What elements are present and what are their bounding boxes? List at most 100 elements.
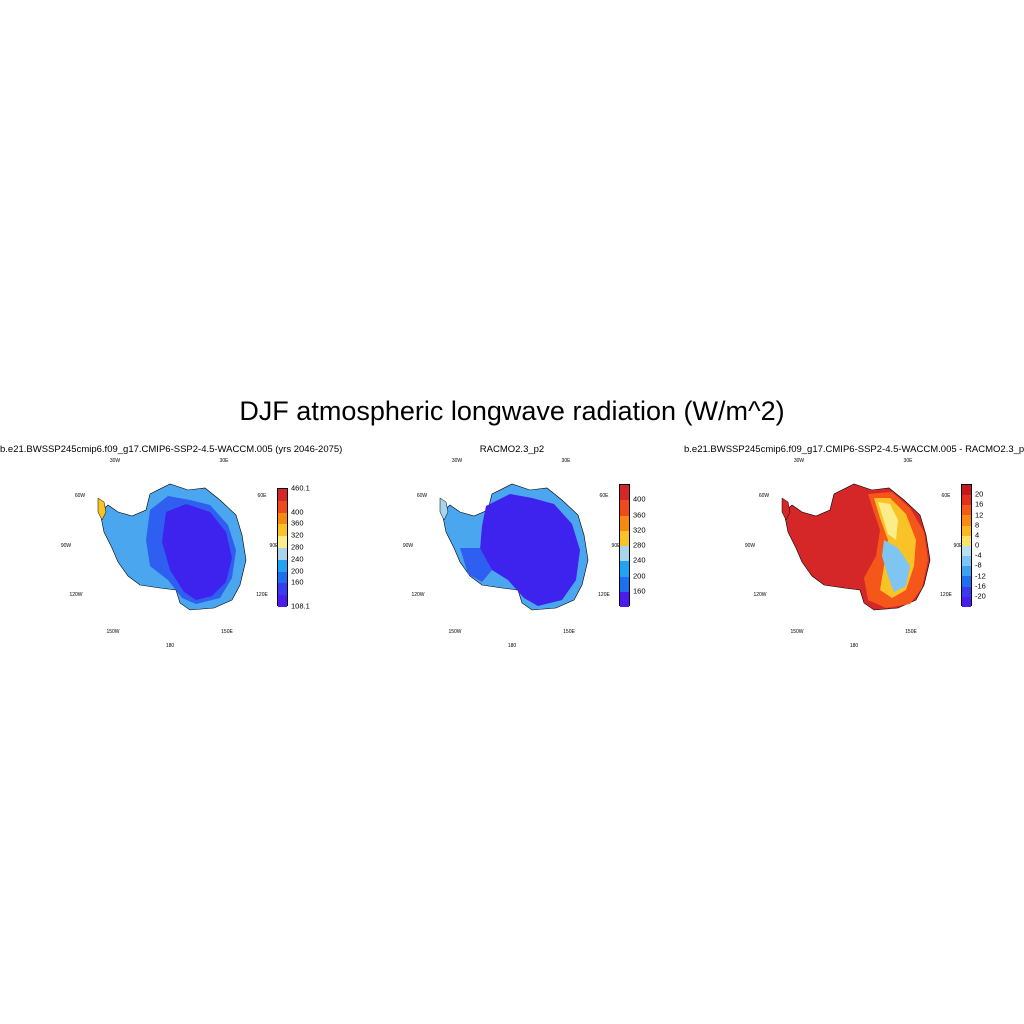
colorbar-swatch [962, 485, 971, 496]
lon-label: 120E [940, 592, 952, 598]
colorbar-swatch [962, 515, 971, 526]
colorbar-label: 400 [633, 494, 646, 504]
colorbar-swatch [278, 571, 287, 584]
lon-label: 60W [758, 493, 770, 499]
panel-difference: b.e21.BWSSP245cmip6.f09_g17.CMIP6-SSP2-4… [684, 440, 1024, 660]
colorbar-swatch [278, 595, 287, 607]
colorbar-label: 320 [291, 530, 304, 540]
colorbar-label: -4 [975, 550, 982, 560]
peninsula [781, 497, 791, 521]
colorbar-swatch [620, 576, 629, 592]
lon-label: 30E [561, 458, 571, 464]
colorbar-swatch [620, 485, 629, 501]
lon-label: 30W [109, 458, 121, 464]
colorbar [961, 484, 972, 607]
colorbar-swatch [962, 545, 971, 557]
colorbar-label: -20 [975, 591, 986, 601]
panel-racmo: RACMO2.3_p2 30W 30E 60W 60E 90W 90E 120W… [342, 440, 682, 660]
lon-label: 60E [599, 493, 609, 499]
antarctica-map [97, 483, 247, 611]
colorbar-label: 108.1 [291, 601, 310, 611]
lon-label: 60W [74, 493, 86, 499]
colorbar-label: 280 [633, 540, 646, 550]
colorbar-swatch [278, 583, 287, 596]
panel-model: b.e21.BWSSP245cmip6.f09_g17.CMIP6-SSP2-4… [0, 440, 343, 660]
colorbar-swatch [962, 535, 971, 546]
colorbar-swatch [962, 586, 971, 597]
colorbar [619, 484, 630, 607]
colorbar-swatch [620, 530, 629, 546]
panel-title: b.e21.BWSSP245cmip6.f09_g17.CMIP6-SSP2-4… [0, 444, 343, 455]
colorbar-swatch [962, 505, 971, 516]
lon-label: 120W [69, 592, 83, 598]
colorbar-swatch [620, 515, 629, 531]
lon-label: 120E [598, 592, 610, 598]
colorbar-label: 200 [291, 566, 304, 576]
colorbar-label: 360 [633, 510, 646, 519]
peninsula [439, 497, 449, 521]
colorbar-swatch [962, 495, 971, 506]
light-band [878, 502, 898, 540]
colorbar-swatch [278, 489, 287, 501]
lon-label: 120W [753, 592, 767, 598]
lon-label: 60W [416, 493, 428, 499]
coastal-band [460, 548, 492, 582]
lon-label: 180 [165, 643, 175, 649]
colorbar-swatch [278, 559, 287, 572]
panel-title: b.e21.BWSSP245cmip6.f09_g17.CMIP6-SSP2-4… [684, 444, 1024, 455]
lon-label: 90E [953, 543, 963, 549]
colorbar-swatch [620, 561, 629, 577]
lon-label: 30W [793, 458, 805, 464]
colorbar-label: 280 [291, 542, 304, 552]
colorbar-label: 16 [975, 499, 984, 509]
inner-region [480, 494, 580, 606]
colorbar-label: 12 [975, 510, 984, 519]
colorbar-label: 240 [633, 555, 646, 565]
antarctica-map [439, 483, 589, 611]
colorbar-swatch [620, 500, 629, 516]
lon-label: 90W [402, 543, 414, 549]
lon-label: 150W [790, 629, 804, 635]
lon-label: 150W [106, 629, 120, 635]
lon-label: 150E [221, 629, 233, 635]
colorbar-label: 4 [975, 530, 980, 540]
colorbar-swatch [962, 596, 971, 607]
colorbar-label: -8 [975, 560, 982, 570]
figure-title: DJF atmospheric longwave radiation (W/m^… [239, 396, 785, 426]
colorbar-label: 160 [633, 586, 646, 596]
panel-title: RACMO2.3_p2 [479, 444, 545, 455]
colorbar-swatch [962, 525, 971, 536]
colorbar-label: 240 [291, 554, 304, 564]
colorbar-swatch [278, 547, 287, 560]
lon-label: 150E [905, 629, 917, 635]
lon-label: 120E [256, 592, 268, 598]
lon-label: 30E [219, 458, 229, 464]
lon-label: 90W [744, 543, 756, 549]
colorbar-label: 8 [975, 520, 980, 530]
colorbar-label: 400 [291, 507, 304, 517]
colorbar-label: 460.1 [291, 483, 310, 493]
lon-label: 90E [611, 543, 621, 549]
lon-label: 150W [448, 629, 462, 635]
antarctica-map [781, 483, 931, 611]
colorbar-swatch [962, 576, 971, 587]
lon-label: 180 [849, 643, 859, 649]
colorbar-label: 160 [291, 577, 304, 587]
colorbar-label: 360 [291, 518, 304, 528]
colorbar-swatch [278, 536, 287, 548]
lon-label: 120W [411, 592, 425, 598]
colorbar-label: -12 [975, 571, 986, 580]
lon-label: 60E [941, 493, 951, 499]
colorbar [277, 488, 288, 607]
colorbar-swatch [620, 591, 629, 607]
peninsula [97, 497, 107, 521]
lon-label: 90W [60, 543, 72, 549]
negative-region [882, 540, 910, 592]
colorbar-label: 320 [633, 525, 646, 535]
lon-label: 180 [507, 643, 517, 649]
colorbar-label: 0 [975, 540, 980, 550]
plateau [162, 504, 232, 600]
colorbar-swatch [278, 512, 287, 525]
lon-label: 90E [269, 543, 279, 549]
colorbar-swatch [278, 524, 287, 537]
